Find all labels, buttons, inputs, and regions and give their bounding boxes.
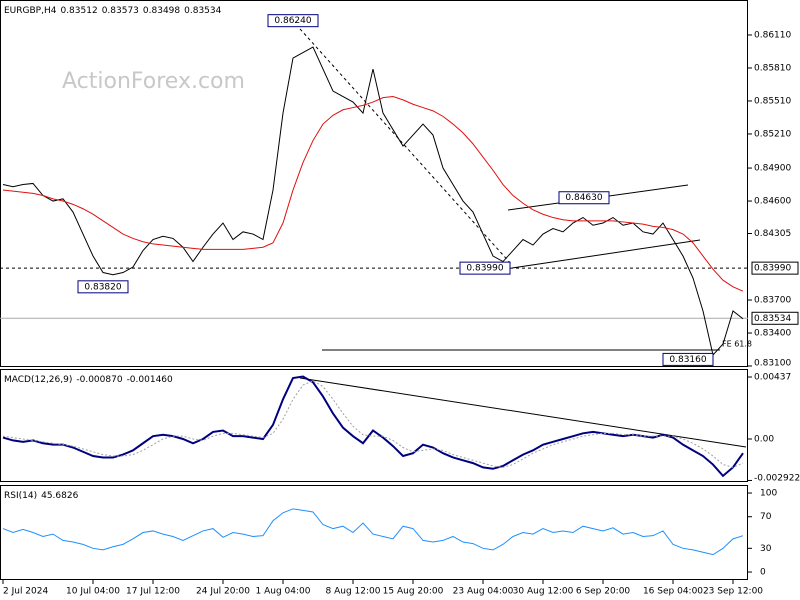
y-tick-label: 0.00 <box>754 434 774 444</box>
level-box <box>751 261 799 275</box>
last-price-label: 0.83534 <box>754 314 791 324</box>
annotation-label: 0.86240 <box>274 16 311 26</box>
annotation-box <box>77 280 129 294</box>
header: EURGBP,H4 0.83512 0.83573 0.83498 0.83534 <box>4 6 222 16</box>
annotation-label: 0.83990 <box>466 264 503 274</box>
x-tick-label: 2 Jul 2024 <box>3 587 48 597</box>
x-tick-label: 15 Aug 20:00 <box>383 587 444 597</box>
level-label: 0.83990 <box>754 264 791 274</box>
x-tick-label: 8 Aug 12:00 <box>326 587 381 597</box>
rsi-header: RSI(14) 45.6826 <box>4 491 79 501</box>
indicator: RSI(14) <box>4 491 37 501</box>
trend-line <box>511 239 701 269</box>
x-tick-label: 10 Jul 04:00 <box>66 587 120 597</box>
x-tick-label: 16 Sep 04:00 <box>643 587 703 597</box>
y-tick-label: 70 <box>760 512 772 522</box>
readout: -0.000870 <box>76 375 122 385</box>
x-tick-label: 23 Aug 04:00 <box>453 587 514 597</box>
series-line <box>2 508 744 556</box>
quote: 0.83573 <box>102 6 139 16</box>
y-tick-label: -0.002922 <box>754 474 800 484</box>
y-tick-label: 0.84900 <box>754 164 791 174</box>
annotation-label: 0.84630 <box>565 193 602 203</box>
trend-line <box>291 19 513 266</box>
y-tick-label: 0.86110 <box>754 30 791 40</box>
annotation-label: 0.83160 <box>669 355 706 365</box>
macd-header: MACD(12,26,9) -0.000870 -0.001460 <box>4 375 173 385</box>
x-tick-label: 30 Aug 12:00 <box>513 587 574 597</box>
trend-line <box>299 377 747 448</box>
y-tick-label: 0.85210 <box>754 129 791 139</box>
y-tick-label: 0.85510 <box>754 96 791 106</box>
quote: 0.83498 <box>143 6 180 16</box>
rsi-panel <box>0 485 748 580</box>
y-tick-label: 0.00437 <box>754 372 791 382</box>
annotation-box <box>459 261 511 275</box>
indicator: MACD(12,26,9) <box>4 375 72 385</box>
series-line <box>2 96 744 292</box>
y-tick-label: 0.83400 <box>754 329 791 339</box>
x-tick-label: 6 Sep 20:00 <box>576 587 631 597</box>
x-tick-label: 17 Jul 12:00 <box>126 587 180 597</box>
readout: -0.001460 <box>127 375 173 385</box>
quote: 0.83534 <box>184 6 221 16</box>
y-tick-label: 0.85810 <box>754 63 791 73</box>
y-tick-label: 100 <box>760 489 777 499</box>
symbol: EURGBP,H4 <box>4 6 57 16</box>
y-tick-label: 0.84600 <box>754 197 791 207</box>
x-tick-label: 24 Jul 20:00 <box>196 587 250 597</box>
macd-panel <box>0 369 748 482</box>
y-tick-label: 0.83100 <box>754 359 791 369</box>
series-line <box>2 46 744 357</box>
annotation-box <box>267 14 319 28</box>
y-tick-label: 30 <box>760 544 772 554</box>
quote: 0.83512 <box>60 6 97 16</box>
y-tick-label: 0.83700 <box>754 296 791 306</box>
x-tick-label: 23 Sep 12:00 <box>703 587 763 597</box>
price-panel <box>0 0 748 367</box>
series-line <box>2 375 744 478</box>
watermark: ActionForex.com <box>62 69 245 94</box>
last-price-box <box>751 311 799 325</box>
series-line <box>2 380 744 468</box>
annotation-box <box>662 352 714 366</box>
y-tick-label: 0 <box>760 568 766 578</box>
fe-label: FE 61.8 <box>722 340 752 349</box>
y-tick-label: 0.84305 <box>754 229 791 239</box>
readout: 45.6826 <box>41 491 78 501</box>
x-tick-label: 1 Aug 04:00 <box>256 587 311 597</box>
annotation-box <box>558 191 610 205</box>
annotation-label: 0.83820 <box>84 282 121 292</box>
